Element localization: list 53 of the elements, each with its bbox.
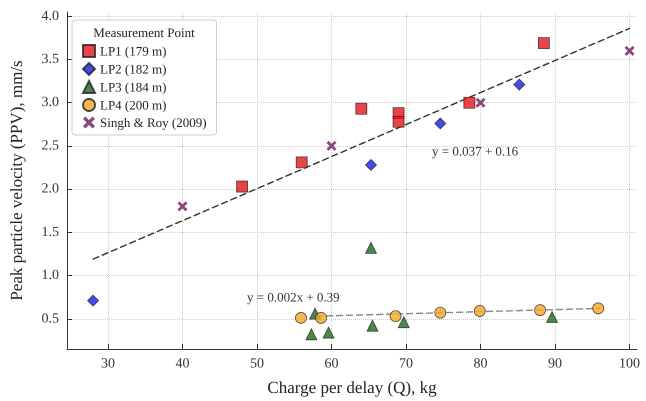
- point: [365, 242, 377, 254]
- y-tick-label: 0.5: [42, 311, 59, 326]
- point: [592, 302, 604, 314]
- y-axis-title: Peak particle velocity (PPV), mm/s: [7, 60, 26, 301]
- point: [365, 159, 377, 171]
- x-tick-label: 100: [619, 356, 640, 372]
- point: [392, 116, 404, 128]
- y-tick-label: 1.5: [42, 224, 59, 240]
- x-tick-label: 30: [100, 356, 115, 372]
- y-tick-label: 2.0: [42, 182, 59, 197]
- legend-label: Singh & Roy (2009): [100, 115, 207, 130]
- annotation: y = 0.002x + 0.39: [247, 290, 340, 304]
- point: [390, 310, 402, 322]
- point: [624, 46, 635, 56]
- point: [474, 305, 486, 317]
- legend-label: LP2 (182 m): [100, 62, 166, 76]
- annotation: y = 0.037 + 0.16: [432, 144, 519, 158]
- point: [296, 156, 308, 168]
- point: [87, 294, 99, 307]
- point: [236, 180, 248, 192]
- point: [366, 320, 378, 332]
- point: [326, 140, 337, 151]
- x-tick-label: 50: [250, 356, 264, 372]
- point: [315, 312, 327, 324]
- point: [546, 311, 558, 323]
- legend-title: Measurement Point: [93, 25, 196, 40]
- point: [355, 102, 368, 115]
- legend-label: LP4 (200 m): [100, 98, 166, 112]
- point: [434, 306, 446, 319]
- point: [538, 37, 550, 50]
- y-tick-label: 2.5: [42, 138, 59, 154]
- legend-label: LP3 (184 m): [100, 80, 166, 94]
- x-tick-label: 70: [399, 356, 414, 372]
- y-tick-label: 1.0: [42, 268, 59, 284]
- x-tick-label: 80: [474, 356, 488, 372]
- point: [305, 328, 318, 340]
- point: [534, 304, 546, 316]
- x-axis-title: Charge per delay (Q), kg: [267, 378, 438, 397]
- point: [463, 96, 476, 109]
- point: [476, 98, 486, 108]
- x-tick-label: 60: [324, 356, 339, 372]
- point: [295, 312, 307, 324]
- point: [513, 78, 526, 90]
- point: [434, 118, 446, 130]
- point: [398, 316, 410, 328]
- point: [322, 326, 334, 338]
- y-tick-label: 3.0: [42, 95, 59, 110]
- legend-label: LP1 (179 m): [100, 44, 166, 58]
- y-tick-label: 4.0: [42, 8, 59, 24]
- y-tick-label: 3.5: [42, 52, 59, 68]
- point: [177, 201, 188, 212]
- x-tick-label: 90: [548, 356, 562, 372]
- x-tick-label: 40: [175, 356, 190, 372]
